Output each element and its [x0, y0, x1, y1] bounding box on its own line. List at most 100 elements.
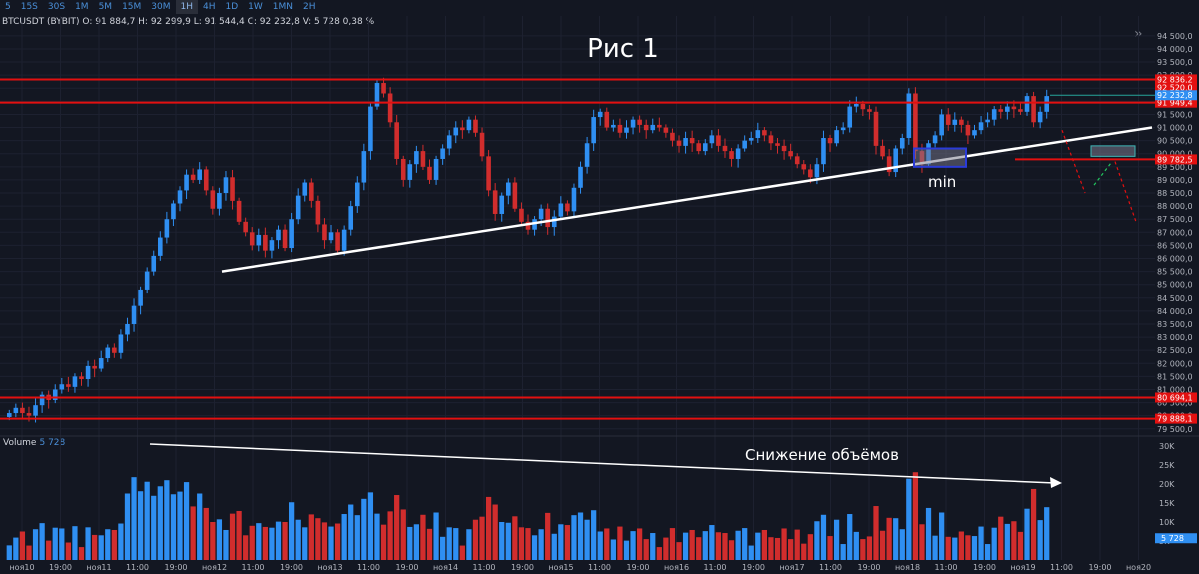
volume-bar — [269, 527, 275, 560]
candle-body — [105, 347, 111, 359]
timeframe-15m[interactable]: 15M — [122, 2, 142, 12]
volume-bar — [52, 527, 58, 560]
candle-body — [486, 156, 491, 191]
y-tick-label: 86 000,0 — [1157, 255, 1193, 264]
current-price-label: 92 232,8 — [1157, 91, 1193, 100]
volume-bar — [151, 495, 157, 560]
timeframe-1mn[interactable]: 1MN — [272, 2, 294, 12]
volume-bar — [788, 539, 794, 560]
candle-body — [348, 206, 354, 230]
volume-bar — [912, 472, 919, 560]
volume-bar — [275, 521, 282, 560]
volume-bar — [440, 536, 446, 560]
x-tick-label: ноя13 — [317, 563, 342, 572]
timeframe-5m[interactable]: 5M — [98, 2, 113, 12]
candle-body — [460, 127, 465, 131]
timeframe-5[interactable]: 5 — [5, 2, 11, 12]
candle-body — [1024, 96, 1030, 112]
volume-trendline — [149, 443, 1056, 484]
candle-body — [775, 143, 780, 146]
volume-bar — [794, 529, 800, 560]
candle-body — [597, 111, 603, 118]
volume-bar — [623, 540, 630, 560]
volume-bar — [315, 518, 321, 560]
timeframe-1d[interactable]: 1D — [225, 2, 239, 12]
volume-bar — [820, 514, 827, 560]
candle-body — [742, 140, 747, 149]
volume-bar — [663, 537, 669, 560]
x-tick-label: 11:00 — [1050, 563, 1073, 572]
x-tick-label: ноя14 — [433, 563, 458, 572]
volume-bar — [656, 547, 662, 560]
candle-body — [729, 151, 734, 159]
x-tick-label: 11:00 — [241, 563, 264, 572]
candle-body — [676, 140, 682, 146]
candle-body — [972, 130, 977, 136]
candle-body — [611, 124, 616, 128]
timeframe-2h[interactable]: 2H — [303, 2, 316, 12]
candle-body — [341, 229, 347, 251]
volume-tick-label: 20K — [1159, 480, 1175, 489]
volume-bar — [1037, 520, 1043, 560]
timeframe-4h[interactable]: 4H — [203, 2, 216, 12]
volume-bar — [361, 498, 367, 560]
candle-body — [748, 138, 754, 141]
x-tick-label: ноя18 — [895, 563, 920, 572]
candle-body — [506, 182, 511, 196]
timeframe-30m[interactable]: 30M — [151, 2, 171, 12]
timeframe-1h[interactable]: 1H — [175, 0, 199, 14]
candle-body — [722, 145, 728, 152]
candle-body — [906, 93, 912, 139]
candle-body — [230, 177, 235, 201]
volume-bar — [328, 526, 334, 560]
candle-body — [578, 166, 583, 188]
volume-bar — [374, 513, 380, 560]
candle-body — [965, 124, 971, 136]
volume-bar — [945, 536, 951, 560]
volume-bar — [197, 493, 203, 560]
volume-bar — [577, 512, 584, 560]
volume-bar — [610, 539, 616, 560]
timeframe-15s[interactable]: 15S — [20, 2, 38, 12]
candle-body — [808, 169, 813, 178]
volume-bar — [492, 504, 498, 560]
candle-body — [571, 187, 577, 212]
candle-body — [545, 208, 550, 228]
candle-body — [302, 182, 308, 196]
volume-bar — [32, 529, 39, 560]
candle-body — [171, 203, 176, 220]
forecast-arrow-down-2 — [1114, 161, 1137, 223]
volume-bar — [170, 494, 177, 560]
timeframe-30s[interactable]: 30S — [47, 2, 66, 12]
candle-body — [991, 109, 997, 120]
x-tick-label: ноя19 — [1010, 563, 1035, 572]
y-tick-label: 86 500,0 — [1157, 241, 1193, 250]
volume-bar — [735, 530, 741, 560]
candle-body — [657, 124, 662, 128]
volume-bar — [847, 514, 853, 560]
volume-bar — [144, 481, 150, 560]
timeframe-1w[interactable]: 1W — [248, 2, 263, 12]
candle-body — [670, 132, 675, 141]
side-level-label: 89 782,5 — [1157, 155, 1193, 164]
candle-body — [886, 156, 892, 173]
candle-body — [532, 219, 537, 230]
candle-body — [827, 138, 833, 144]
volume-bar — [216, 519, 223, 560]
candle-body — [880, 145, 885, 157]
volume-bar — [466, 529, 472, 560]
candle-body — [151, 255, 157, 272]
candle-body — [624, 127, 629, 133]
volume-bar — [92, 534, 98, 560]
volume-legend-title: Volume — [3, 438, 37, 448]
y-tick-label: 79 500,0 — [1157, 425, 1193, 434]
timeframe-1m[interactable]: 1M — [75, 2, 89, 12]
candle-body — [716, 135, 721, 146]
candle-body — [702, 143, 708, 152]
volume-bar — [893, 518, 899, 560]
x-tick-label: ноя10 — [9, 563, 34, 572]
candle-body — [899, 138, 905, 149]
volume-bar — [137, 491, 144, 560]
candle-body — [295, 195, 301, 220]
